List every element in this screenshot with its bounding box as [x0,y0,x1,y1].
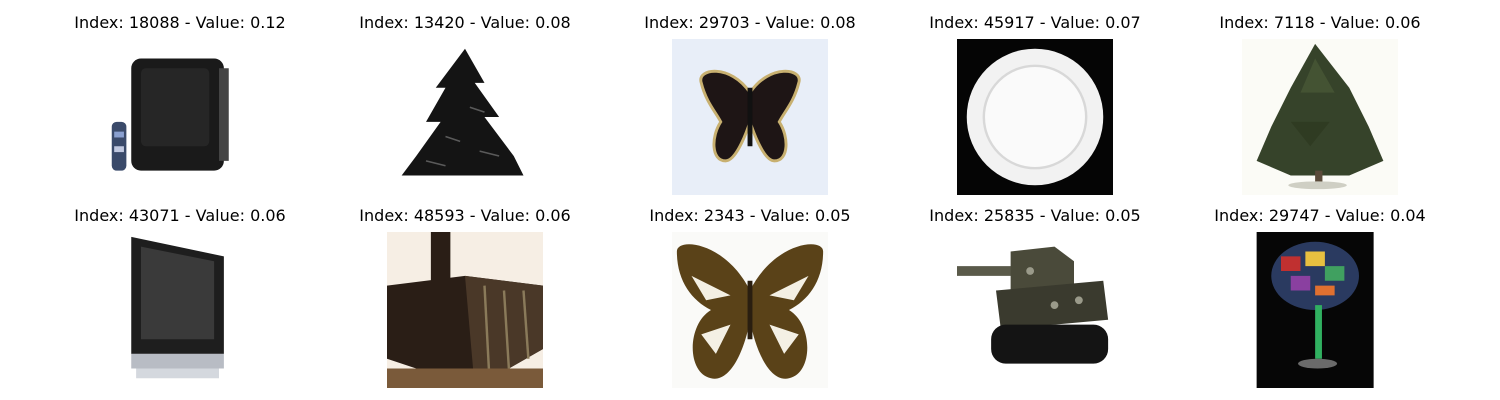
image-title: Index: 13420 - Value: 0.08 [359,13,571,32]
grid-cell-7: Index: 48593 - Value: 0.06 [320,206,610,396]
image-title: Index: 43071 - Value: 0.06 [74,206,286,225]
grid-cell-10: Index: 29747 - Value: 0.04 [1175,206,1465,396]
image-title: Index: 2343 - Value: 0.05 [649,206,851,225]
crt-television-image [102,39,258,195]
brown-butterfly-image [672,232,828,388]
grid-cell-8: Index: 2343 - Value: 0.05 [605,206,895,396]
flat-screen-tv-image [102,232,258,388]
grid-cell-3: Index: 29703 - Value: 0.08 [605,13,895,203]
grid-cell-2: Index: 13420 - Value: 0.08 [320,13,610,203]
image-title: Index: 18088 - Value: 0.12 [74,13,286,32]
toy-tank-image [957,232,1113,388]
grid-cell-5: Index: 7118 - Value: 0.06 [1175,13,1465,203]
image-title: Index: 48593 - Value: 0.06 [359,206,571,225]
mosaic-glass-image [1242,232,1398,388]
image-title: Index: 29747 - Value: 0.04 [1214,206,1426,225]
dark-butterfly-image [672,39,828,195]
silhouette-pine-tree-image [387,39,543,195]
grid-cell-6: Index: 43071 - Value: 0.06 [35,206,325,396]
green-pine-tree-image [1242,39,1398,195]
grid-cell-9: Index: 25835 - Value: 0.05 [890,206,1180,396]
image-title: Index: 25835 - Value: 0.05 [929,206,1141,225]
grid-cell-4: Index: 45917 - Value: 0.07 [890,13,1180,203]
white-plate-image [957,39,1113,195]
image-title: Index: 7118 - Value: 0.06 [1219,13,1421,32]
wooden-box-image [387,232,543,388]
grid-cell-1: Index: 18088 - Value: 0.12 [35,13,325,203]
image-title: Index: 45917 - Value: 0.07 [929,13,1141,32]
image-title: Index: 29703 - Value: 0.08 [644,13,856,32]
